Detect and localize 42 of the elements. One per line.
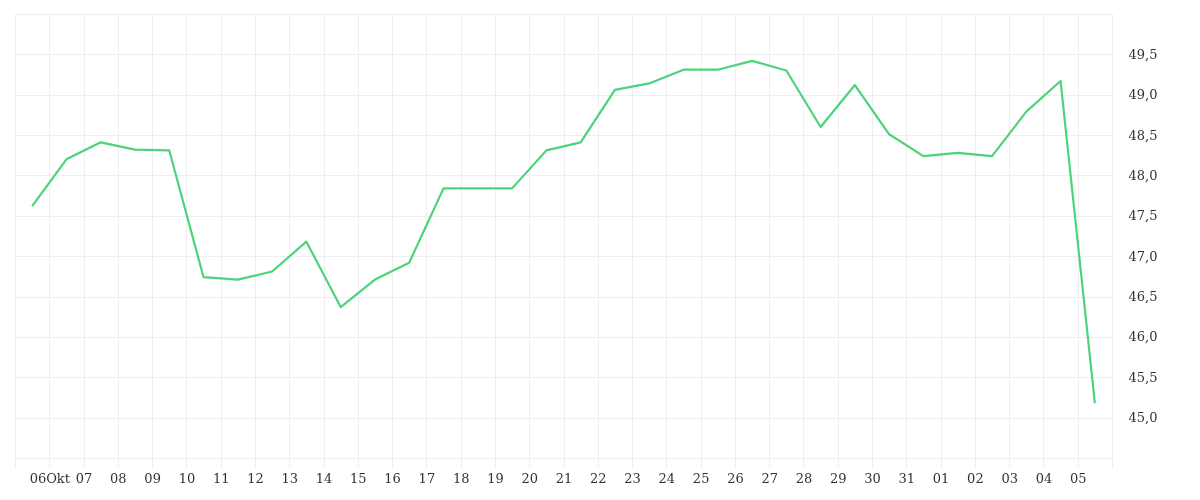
x-tick-label: 15	[350, 470, 367, 486]
x-tick-label: 31	[898, 470, 916, 486]
x-tick-label: 27	[761, 470, 778, 486]
x-tick-label: 28	[795, 470, 813, 486]
x-tick-label: 05	[1069, 470, 1087, 486]
y-tick-label: 46,5	[1128, 289, 1158, 305]
x-tick-label: 26	[727, 470, 744, 486]
y-tick-label: 48,5	[1128, 127, 1158, 143]
y-tick-label: 45,5	[1128, 369, 1158, 385]
x-tick-label: 11	[212, 470, 230, 486]
x-tick-label: 10	[178, 470, 196, 486]
x-tick-label: 13	[281, 470, 299, 486]
x-tick-label: 01	[932, 470, 950, 486]
x-tick-label: 22	[590, 470, 607, 486]
x-tick-label: 18	[452, 470, 470, 486]
x-tick-label: 09	[144, 470, 161, 486]
x-tick-label: 07	[75, 470, 93, 486]
x-tick-label: 25	[692, 470, 710, 486]
x-tick-label: 21	[555, 470, 573, 486]
x-tick-label: 16	[384, 470, 401, 486]
x-tick-label: 23	[624, 470, 641, 486]
x-tick-label: 04	[1035, 470, 1053, 486]
y-tick-label: 47,0	[1128, 248, 1158, 264]
x-tick-label: 24	[658, 470, 676, 486]
y-tick-label: 47,5	[1128, 208, 1158, 224]
x-tick-label: 17	[418, 470, 436, 486]
x-tick-label: 20	[521, 470, 538, 486]
x-tick-label: 30	[864, 470, 881, 486]
x-tick-label: 29	[829, 470, 847, 486]
x-tick-label: 19	[487, 470, 504, 486]
x-tick-label: 14	[315, 470, 333, 486]
y-tick-label: 49,0	[1128, 87, 1158, 103]
x-tick-label: 02	[967, 470, 984, 486]
y-tick-label: 48,0	[1128, 167, 1158, 183]
y-tick-label: 46,0	[1128, 329, 1158, 345]
line-series	[31, 59, 1096, 405]
x-tick-label: 08	[110, 470, 127, 486]
y-tick-label: 45,0	[1128, 410, 1158, 426]
x-tick-label: 12	[247, 470, 264, 486]
x-tick-label: 06Okt	[29, 470, 71, 486]
y-tick-label: 49,5	[1128, 46, 1158, 62]
x-tick-label: 03	[1001, 470, 1018, 486]
